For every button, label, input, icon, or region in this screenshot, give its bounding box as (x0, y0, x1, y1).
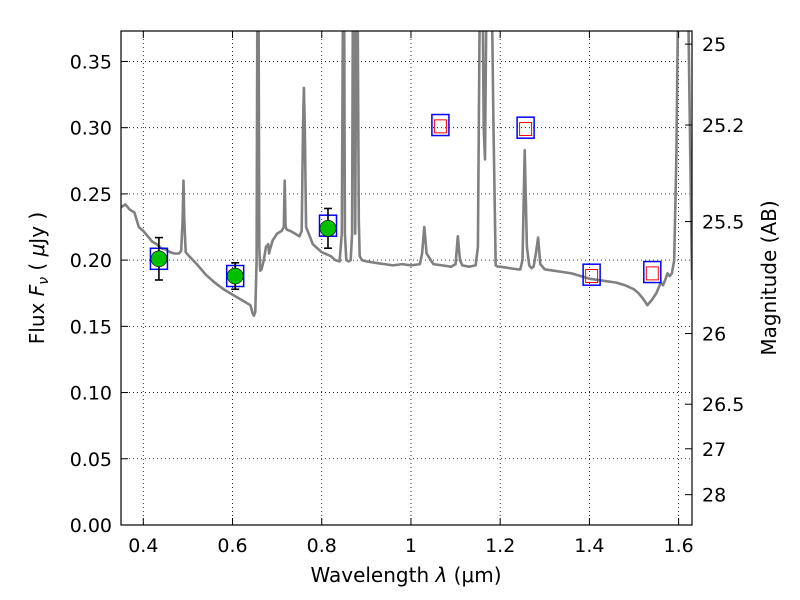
x-tick-label-4: 1.2 (485, 535, 515, 557)
y-tick-label-2: 0.10 (70, 383, 112, 405)
x-tick-label-0: 0.4 (128, 535, 158, 557)
y-axis-title-mu: μ (25, 244, 49, 258)
x-axis-title: Wavelength λ (μm) (310, 563, 501, 587)
y-tick-label-7: 0.35 (70, 51, 112, 73)
y-tick-labels: 0.00 0.05 0.10 0.15 0.20 0.25 0.30 0.35 (70, 51, 112, 537)
y-axis-title: Flux Fν ( μJy ) (25, 212, 52, 344)
x-tick-label-5: 1.4 (574, 535, 604, 557)
y2-tick-label-2: 25.5 (702, 212, 744, 234)
observed-point-1 (226, 267, 244, 285)
observed-point-2 (319, 220, 337, 237)
y2-tick-labels: 25 25.2 25.5 26 26.5 27 28 (702, 34, 744, 507)
y2-axis-title: Magnitude (AB) (757, 200, 781, 355)
x-tick-label-2: 0.8 (307, 535, 337, 557)
model-phot-square-5 (582, 263, 601, 286)
y-axis-title-sub: ν (36, 277, 52, 285)
y-axis-title-var: F (25, 284, 49, 296)
y2-tick-label-1: 25.2 (702, 115, 744, 137)
x-tick-labels: 0.4 0.6 0.8 1 1.2 1.4 1.6 (128, 535, 694, 557)
model-phot-square-4 (516, 116, 535, 139)
model-spectrum-line (121, 31, 692, 317)
y-tick-label-6: 0.30 (70, 118, 112, 140)
observed-point-0 (150, 250, 168, 268)
y2-tick-label-6: 28 (702, 485, 726, 507)
upper-limit-square-3 (645, 266, 659, 281)
y2-tick-label-0: 25 (702, 34, 726, 56)
y-axis-title-open: ( (25, 256, 49, 277)
upper-limit-square-1 (519, 122, 533, 137)
model-phot-square-6 (643, 260, 662, 284)
y-axis-title-close: Jy ) (25, 212, 49, 246)
axis-ticks (121, 31, 692, 526)
model-phot-square-3 (431, 113, 450, 137)
x-axis-title-prefix: Wavelength (310, 563, 435, 587)
photometry-points (149, 113, 662, 291)
plot-frame (120, 30, 693, 526)
y-tick-label-4: 0.20 (70, 250, 112, 272)
x-tick-label-1: 0.6 (217, 535, 247, 557)
x-axis-title-var: λ (434, 563, 447, 587)
y2-tick-label-4: 26.5 (702, 394, 744, 416)
x-tick-label-6: 1.6 (664, 535, 694, 557)
y2-tick-label-5: 27 (702, 439, 726, 461)
y-tick-label-0: 0.00 (70, 515, 112, 537)
y2-tick-label-3: 26 (702, 324, 726, 346)
plot-area (121, 31, 692, 525)
upper-limit-square-2 (585, 269, 599, 284)
x-tick-label-3: 1 (405, 535, 417, 557)
y-tick-label-5: 0.25 (70, 184, 112, 206)
x-axis-title-unit: (μm) (447, 563, 501, 587)
upper-limit-square-0 (433, 119, 447, 134)
y-axis-title-prefix: Flux (25, 296, 49, 344)
y-tick-label-3: 0.15 (70, 316, 112, 338)
y-tick-label-1: 0.05 (70, 449, 112, 471)
